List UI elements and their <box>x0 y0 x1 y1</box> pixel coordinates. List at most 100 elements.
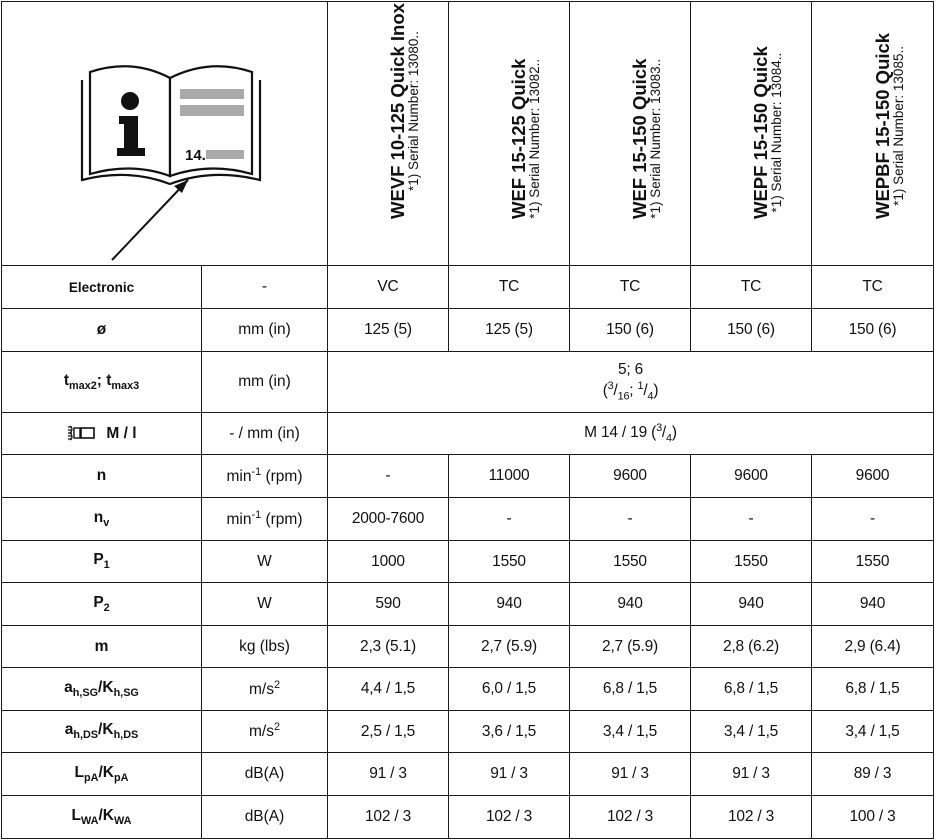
cell-value: - <box>569 497 691 541</box>
manual-illustration: 14. <box>1 1 328 266</box>
cell-value: 2,7 (5.9) <box>448 625 570 668</box>
row-unit: mm (in) <box>201 351 328 413</box>
cell-value: 6,8 / 1,5 <box>811 667 934 711</box>
row-unit: m/s2 <box>201 710 328 753</box>
row-label: Electronic <box>1 265 202 309</box>
cell-value: 940 <box>569 582 691 626</box>
row-lwa: LWA/KWA dB(A) 102 / 3 102 / 3 102 / 3 10… <box>1 795 934 839</box>
cell-value: 2,3 (5.1) <box>327 625 449 668</box>
cell-value: 150 (6) <box>569 308 691 352</box>
cell-value: 91 / 3 <box>448 752 570 796</box>
cell-value: 91 / 3 <box>690 752 812 796</box>
spindle-thread-icon <box>68 425 96 441</box>
row-unit: W <box>201 540 328 583</box>
cell-value: 6,8 / 1,5 <box>690 667 812 711</box>
cell-value: 2,8 (6.2) <box>690 625 812 668</box>
cell-value-merged: M 14 / 19 (3/4) <box>327 412 934 455</box>
cell-value: 150 (6) <box>811 308 934 352</box>
cell-value-merged: 5; 6 (3/16; 1/4) <box>327 351 934 413</box>
row-electronic: Electronic - VC TC TC TC TC <box>1 265 934 309</box>
row-unit: - <box>201 265 328 309</box>
row-label: nv <box>1 497 202 541</box>
cell-value: 91 / 3 <box>327 752 449 796</box>
row-label: tmax2; tmax3 <box>1 351 202 413</box>
row-unit: dB(A) <box>201 752 328 796</box>
row-label: ø <box>1 308 202 352</box>
serial-number: *1) Serial Number: 13085.. <box>890 46 906 207</box>
model-name: WEPF 15-150 Quick <box>750 46 771 220</box>
cell-value: TC <box>448 265 570 309</box>
cell-value: 3,4 / 1,5 <box>569 710 691 753</box>
cell-value: TC <box>569 265 691 309</box>
info-icon <box>121 92 139 110</box>
row-label: LWA/KWA <box>1 795 202 839</box>
cell-value: 1550 <box>811 540 934 583</box>
model-name: WEPBF 15-150 Quick <box>871 33 893 220</box>
row-unit: mm (in) <box>201 308 328 352</box>
cell-value: 2,7 (5.9) <box>569 625 691 668</box>
cell-value: 1550 <box>690 540 812 583</box>
cell-value: 102 / 3 <box>327 795 449 839</box>
cell-value: 9600 <box>690 454 812 498</box>
row-ah-ds: ah,DS/Kh,DS m/s2 2,5 / 1,5 3,6 / 1,5 3,4… <box>1 710 934 753</box>
row-nv: nv min-1 (rpm) 2000-7600 - - - - <box>1 497 934 541</box>
row-unit: min-1 (rpm) <box>201 497 328 541</box>
row-p2: P2 W 590 940 940 940 940 <box>1 582 934 626</box>
cell-value: 102 / 3 <box>690 795 812 839</box>
cell-value: 102 / 3 <box>448 795 570 839</box>
row-p1: P1 W 1000 1550 1550 1550 1550 <box>1 540 934 583</box>
cell-value: 3,4 / 1,5 <box>811 710 934 753</box>
row-tmax: tmax2; tmax3 mm (in) 5; 6 (3/16; 1/4) <box>1 351 934 413</box>
row-lpa: LpA/KpA dB(A) 91 / 3 91 / 3 91 / 3 91 / … <box>1 752 934 796</box>
cell-value: 100 / 3 <box>811 795 934 839</box>
cell-value: 91 / 3 <box>569 752 691 796</box>
cell-value: TC <box>690 265 812 309</box>
cell-value: TC <box>811 265 934 309</box>
model-header-2: WEF 15-125 Quick *1) Serial Number: 13082… <box>448 1 570 266</box>
row-label: ah,SG/Kh,SG <box>1 667 202 711</box>
row-unit: kg (lbs) <box>201 625 328 668</box>
serial-number: *1) Serial Number: 13083.. <box>648 59 664 220</box>
row-label: LpA/KpA <box>1 752 202 796</box>
cell-value: 11000 <box>448 454 570 498</box>
cell-value: 2000-7600 <box>327 497 449 541</box>
cell-value: 4,4 / 1,5 <box>327 667 449 711</box>
cell-value: 2,5 / 1,5 <box>327 710 449 753</box>
cell-value: 6,8 / 1,5 <box>569 667 691 711</box>
cell-value: 590 <box>327 582 449 626</box>
cell-value: 125 (5) <box>448 308 570 352</box>
cell-value: VC <box>327 265 449 309</box>
cell-value: - <box>448 497 570 541</box>
book-page-number: 14. <box>185 147 206 164</box>
cell-value: 2,9 (6.4) <box>811 625 934 668</box>
row-n: n min-1 (rpm) - 11000 9600 9600 9600 <box>1 454 934 498</box>
model-name: WEVF 10-125 Quick Inox <box>387 3 408 220</box>
cell-value: - <box>327 454 449 498</box>
cell-value: 940 <box>448 582 570 626</box>
cell-value: 150 (6) <box>690 308 812 352</box>
cell-value: 9600 <box>569 454 691 498</box>
row-ah-sg: ah,SG/Kh,SG m/s2 4,4 / 1,5 6,0 / 1,5 6,8… <box>1 667 934 711</box>
row-thread: M / l - / mm (in) M 14 / 19 (3/4) <box>1 412 934 455</box>
cell-value: 940 <box>690 582 812 626</box>
row-label: ah,DS/Kh,DS <box>1 710 202 753</box>
row-mass: m kg (lbs) 2,3 (5.1) 2,7 (5.9) 2,7 (5.9)… <box>1 625 934 668</box>
serial-number: *1) Serial Number: 13082.. <box>527 59 543 220</box>
row-label: n <box>1 454 202 498</box>
serial-number: *1) Serial Number: 13084.. <box>769 53 785 213</box>
row-label: P2 <box>1 582 202 626</box>
row-unit: W <box>201 582 328 626</box>
cell-value: 940 <box>811 582 934 626</box>
cell-value: 6,0 / 1,5 <box>448 667 570 711</box>
cell-value: 89 / 3 <box>811 752 934 796</box>
model-name: WEF 15-150 Quick <box>629 59 650 220</box>
cell-value: 102 / 3 <box>569 795 691 839</box>
open-book-icon: 14. <box>80 65 262 261</box>
cell-value: 3,6 / 1,5 <box>448 710 570 753</box>
model-header-4: WEPF 15-150 Quick *1) Serial Number: 1308… <box>690 1 812 266</box>
cell-value: 1000 <box>327 540 449 583</box>
row-unit: - / mm (in) <box>201 412 328 455</box>
model-header-3: WEF 15-150 Quick *1) Serial Number: 13083… <box>569 1 691 266</box>
row-label: M / l <box>1 412 202 455</box>
